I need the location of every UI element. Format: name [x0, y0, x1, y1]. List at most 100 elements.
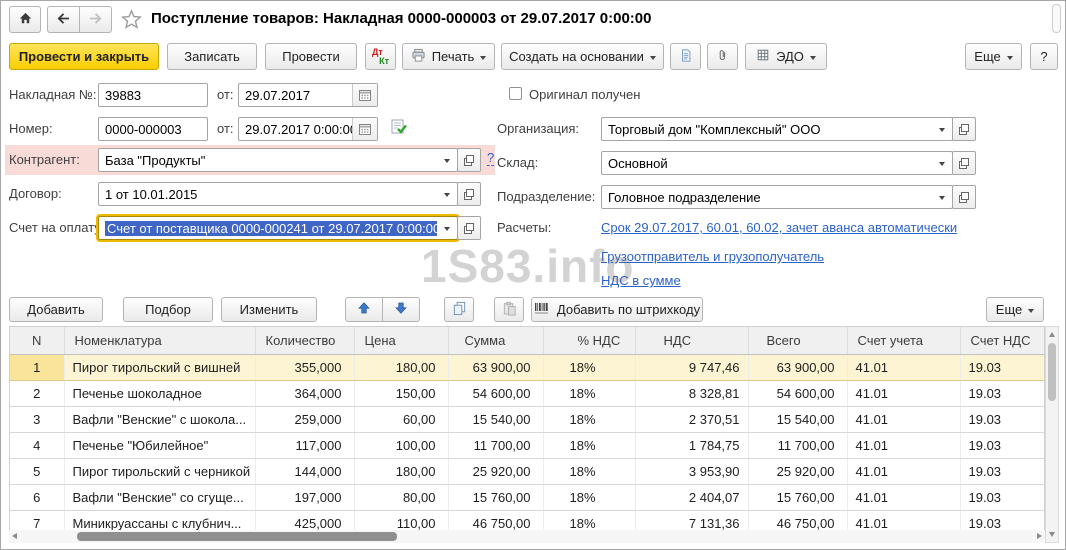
department-dropdown[interactable]: [932, 186, 952, 208]
cell-n[interactable]: 5: [10, 458, 65, 485]
column-header-n[interactable]: N: [10, 327, 65, 355]
cell-vat_account[interactable]: 19.03: [960, 432, 1044, 459]
edo-button[interactable]: ЭДО: [745, 43, 827, 70]
calendar-icon[interactable]: [352, 84, 377, 106]
post-button[interactable]: Провести: [265, 43, 357, 70]
cell-quantity[interactable]: 117,000: [255, 432, 355, 459]
cell-account[interactable]: 41.01: [847, 432, 961, 459]
warehouse-dropdown[interactable]: [932, 152, 952, 174]
write-button[interactable]: Записать: [167, 43, 257, 70]
table-row[interactable]: 6 Вафли "Венские" со сгуще... 197,000 80,00…: [10, 484, 1044, 511]
cell-account[interactable]: 41.01: [847, 354, 961, 381]
calendar-icon[interactable]: [352, 118, 377, 140]
print-button[interactable]: Печать: [402, 43, 495, 70]
cell-sum[interactable]: 15 540,00: [448, 406, 544, 433]
cell-total[interactable]: 25 920,00: [748, 458, 848, 485]
counterparty-open-button[interactable]: [457, 148, 481, 172]
cell-vat_percent[interactable]: 18%: [543, 510, 636, 530]
cell-vat[interactable]: 7 131,36: [635, 510, 749, 530]
column-header-nomenclature[interactable]: Номенклатура: [64, 327, 256, 355]
cell-sum[interactable]: 15 760,00: [448, 484, 544, 511]
cell-vat_percent[interactable]: 18%: [543, 458, 636, 485]
contract-open-button[interactable]: [457, 182, 481, 206]
warehouse-field[interactable]: Основной: [601, 151, 953, 175]
attachments-button[interactable]: [707, 43, 738, 70]
invoice-date-field[interactable]: 29.07.2017: [238, 83, 378, 107]
cell-account[interactable]: 41.01: [847, 510, 961, 530]
cell-vat[interactable]: 1 784,75: [635, 432, 749, 459]
related-documents-button[interactable]: [670, 43, 701, 70]
cell-vat_account[interactable]: 19.03: [960, 484, 1044, 511]
pick-button[interactable]: Подбор: [123, 297, 213, 322]
home-button[interactable]: [9, 6, 41, 33]
cell-quantity[interactable]: 259,000: [255, 406, 355, 433]
forward-button[interactable]: [79, 6, 112, 33]
cell-quantity[interactable]: 364,000: [255, 380, 355, 407]
payment-account-open-button[interactable]: [457, 216, 481, 240]
invoice-number-field[interactable]: 39883: [98, 83, 208, 107]
payment-account-dropdown[interactable]: [437, 217, 457, 239]
cell-nomenclature[interactable]: Вафли "Венские" с шокола...: [64, 406, 256, 433]
column-header-vat[interactable]: НДС: [635, 327, 749, 355]
cell-total[interactable]: 11 700,00: [748, 432, 848, 459]
contract-field[interactable]: 1 от 10.01.2015: [98, 182, 458, 206]
cell-account[interactable]: 41.01: [847, 380, 961, 407]
cell-vat_account[interactable]: 19.03: [960, 354, 1044, 381]
cell-price[interactable]: 180,00: [354, 354, 449, 381]
cell-sum[interactable]: 25 920,00: [448, 458, 544, 485]
cell-nomenclature[interactable]: Пирог тирольский с вишней: [64, 354, 256, 381]
original-received-label[interactable]: Оригинал получен: [529, 87, 641, 102]
counterparty-dropdown[interactable]: [437, 149, 457, 171]
cell-price[interactable]: 80,00: [354, 484, 449, 511]
post-and-close-button[interactable]: Провести и закрыть: [9, 43, 159, 70]
cell-price[interactable]: 180,00: [354, 458, 449, 485]
table-horizontal-scrollbar[interactable]: [9, 530, 1045, 543]
cell-vat_percent[interactable]: 18%: [543, 406, 636, 433]
organization-dropdown[interactable]: [932, 118, 952, 140]
cell-total[interactable]: 15 540,00: [748, 406, 848, 433]
edit-row-button[interactable]: Изменить: [221, 297, 317, 322]
scroll-left-arrow[interactable]: [12, 533, 17, 539]
table-row[interactable]: 5 Пирог тирольский с черникой 144,000 180,0…: [10, 458, 1044, 485]
warehouse-open-button[interactable]: [952, 151, 976, 175]
vertical-scroll-thumb[interactable]: [1048, 343, 1056, 401]
cell-nomenclature[interactable]: Вафли "Венские" со сгуще...: [64, 484, 256, 511]
cell-quantity[interactable]: 144,000: [255, 458, 355, 485]
cell-account[interactable]: 41.01: [847, 458, 961, 485]
move-row-down-button[interactable]: [382, 297, 420, 322]
counterparty-help-link[interactable]: ?: [487, 150, 495, 166]
cell-vat[interactable]: 8 328,81: [635, 380, 749, 407]
favorite-star-icon[interactable]: [121, 9, 142, 33]
paste-row-button[interactable]: [494, 297, 524, 322]
cell-vat_account[interactable]: 19.03: [960, 380, 1044, 407]
cell-vat_percent[interactable]: 18%: [543, 432, 636, 459]
add-row-button[interactable]: Добавить: [9, 297, 103, 322]
form-scrollbar[interactable]: [1052, 4, 1061, 33]
cell-sum[interactable]: 63 900,00: [448, 354, 544, 381]
cell-account[interactable]: 41.01: [847, 484, 961, 511]
cell-price[interactable]: 100,00: [354, 432, 449, 459]
cell-total[interactable]: 46 750,00: [748, 510, 848, 530]
number-field[interactable]: 0000-000003: [98, 117, 208, 141]
move-row-up-button[interactable]: [345, 297, 383, 322]
number-date-field[interactable]: 29.07.2017 0:00:00: [238, 117, 378, 141]
cell-nomenclature[interactable]: Миникруассаны с клубнич...: [64, 510, 256, 530]
help-button[interactable]: ?: [1030, 43, 1058, 70]
cell-vat_percent[interactable]: 18%: [543, 354, 636, 381]
cell-nomenclature[interactable]: Пирог тирольский с черникой: [64, 458, 256, 485]
cell-vat_percent[interactable]: 18%: [543, 380, 636, 407]
cell-nomenclature[interactable]: Печенье шоколадное: [64, 380, 256, 407]
department-open-button[interactable]: [952, 185, 976, 209]
cell-vat_account[interactable]: 19.03: [960, 510, 1044, 530]
cell-sum[interactable]: 46 750,00: [448, 510, 544, 530]
cell-price[interactable]: 150,00: [354, 380, 449, 407]
cell-price[interactable]: 60,00: [354, 406, 449, 433]
column-header-total[interactable]: Всего: [748, 327, 848, 355]
debit-credit-button[interactable]: Дт Кт: [365, 43, 396, 70]
organization-field[interactable]: Торговый дом "Комплексный" ООО: [601, 117, 953, 141]
cell-vat[interactable]: 2 404,07: [635, 484, 749, 511]
table-row[interactable]: 4 Печенье "Юбилейное" 117,000 100,00 11 700,…: [10, 432, 1044, 459]
shipper-consignee-link[interactable]: Грузоотправитель и грузополучатель: [601, 249, 825, 264]
scroll-down-arrow[interactable]: [1049, 532, 1055, 537]
table-row[interactable]: 1 Пирог тирольский с вишней 355,000 180,00 6…: [10, 354, 1044, 381]
